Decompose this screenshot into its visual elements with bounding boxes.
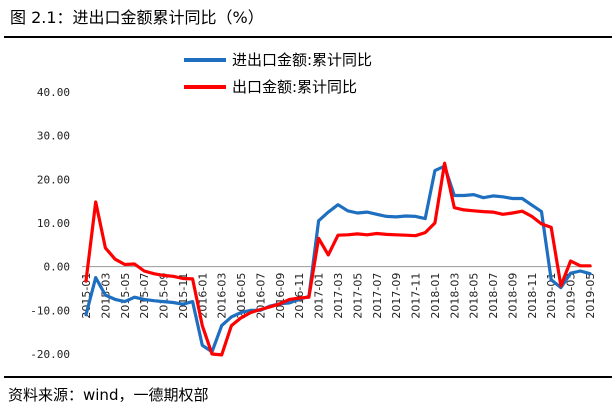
series-line-1 [84, 164, 592, 354]
legend-label-1: 进出口金额:累计同比 [232, 51, 372, 69]
y-axis: -20.00 -10.00 0.00 10.00 20.00 30.00 40.00 [30, 86, 70, 361]
x-tick-label: 2015-01 [80, 273, 93, 319]
x-tick-label: 2016-03 [216, 273, 229, 319]
x-tick-label: 2018-09 [506, 273, 519, 319]
source-rule [4, 376, 612, 378]
x-tick-label: 2019-03 [565, 273, 578, 319]
figure-title: 图 2.1：进出口金额累计同比（%） [10, 8, 264, 27]
y-tick-label: 0.00 [44, 261, 71, 274]
x-tick-label: 2015-11 [177, 273, 190, 319]
x-tick-label: 2018-05 [468, 273, 481, 319]
y-tick-label: 20.00 [37, 173, 70, 186]
x-tick-label: 2018-11 [526, 273, 539, 319]
x-tick-label: 2017-05 [351, 273, 364, 319]
x-tick-label: 2015-09 [158, 273, 171, 319]
x-tick-label: 2018-07 [487, 273, 500, 319]
y-tick-label: 40.00 [37, 86, 70, 99]
title-rule [4, 36, 612, 38]
x-tick-label: 2017-09 [390, 273, 403, 319]
x-tick-label: 2017-03 [332, 273, 345, 319]
y-tick-label: 30.00 [37, 130, 70, 143]
y-tick-label: -10.00 [30, 304, 70, 317]
y-tick-label: 10.00 [37, 217, 70, 230]
x-tick-label: 2015-05 [119, 273, 132, 319]
series-line-2 [84, 161, 592, 357]
x-tick-label: 2018-03 [448, 273, 461, 319]
x-tick-label: 2016-09 [274, 273, 287, 319]
x-tick-label: 2017-11 [410, 273, 423, 319]
x-tick-label: 2016-11 [293, 273, 306, 319]
x-tick-label: 2018-01 [429, 273, 442, 319]
x-tick-label: 2019-05 [584, 273, 597, 319]
y-tick-label: -20.00 [30, 348, 70, 361]
x-tick-label: 2017-01 [313, 273, 326, 319]
x-tick-label: 2015-07 [138, 273, 151, 319]
legend-label-2: 出口金额:累计同比 [232, 78, 357, 96]
x-tick-label: 2016-05 [235, 273, 248, 319]
series-layer [84, 161, 592, 357]
x-tick-label: 2017-07 [371, 273, 384, 319]
source-note: 资料来源：wind，一德期权部 [8, 386, 209, 404]
